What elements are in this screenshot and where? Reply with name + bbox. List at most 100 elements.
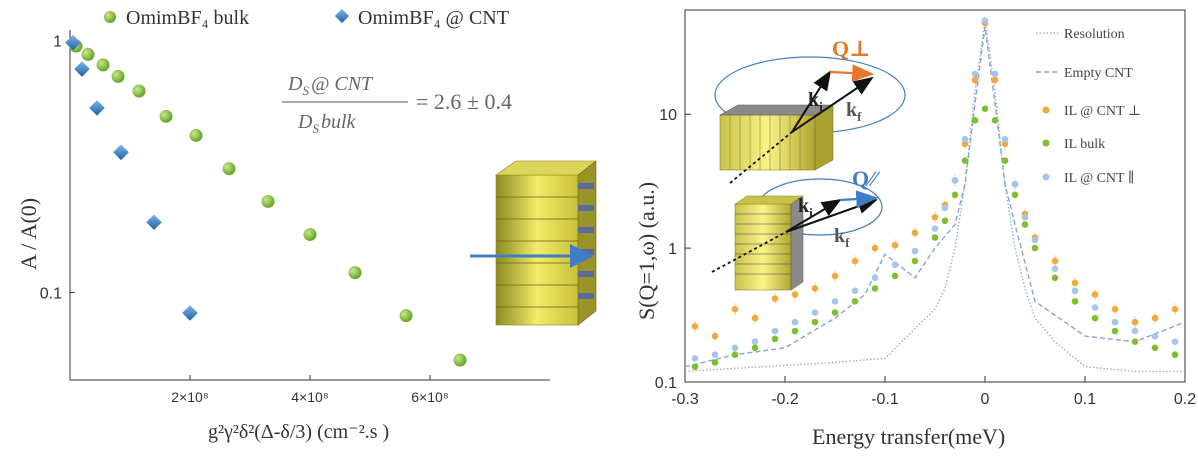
legend-right: Resolution Empty CNT IL @ CNT ⊥ IL bulk … (1036, 27, 1141, 186)
perp-point (911, 229, 919, 237)
q-perp-arrow (829, 64, 875, 82)
ilbulk-point (791, 327, 799, 335)
ilbulk-point (991, 117, 999, 124)
legend-par-label: IL @ CNT ∥ (1064, 170, 1134, 186)
par-point (751, 338, 759, 345)
ki-arrow-perp (791, 70, 832, 133)
ilbulk-point (751, 344, 759, 352)
bulk-point (399, 309, 413, 323)
ilbulk-point (831, 309, 839, 316)
ratio-num-rest: @ CNT (311, 73, 374, 95)
par-point (811, 309, 819, 316)
kf-sub-par: f (845, 235, 850, 250)
right-y-tick-label: 1 (668, 241, 677, 258)
cnt-block-par (734, 195, 804, 291)
legend-bulk-label: OmimBF₄ bulk (126, 7, 249, 29)
right-x-tick-label: 0.2 (1174, 391, 1196, 408)
perp-point (811, 285, 819, 292)
q-par-label: Q∕∕ (852, 166, 881, 191)
ilbulk-point (981, 105, 989, 112)
perp-point (1151, 314, 1159, 322)
ilbulk-point (1171, 351, 1179, 358)
cnt-stack-illustration (470, 160, 597, 326)
par-point (731, 344, 739, 352)
par-point (991, 70, 999, 78)
ilbulk-point (941, 217, 949, 225)
legend-cnt-label: OmimBF₄ @ CNT (358, 7, 509, 29)
ilbulk-point (1021, 221, 1029, 228)
bulk-point (348, 266, 362, 280)
par-point (891, 261, 899, 269)
ilbulk-point (1091, 314, 1099, 322)
left-y-tick-label: 0.1 (40, 286, 62, 303)
perp-point (691, 323, 699, 330)
ratio-value: = 2.6 ± 0.4 (416, 89, 512, 114)
cnt-stack-image (495, 160, 597, 326)
svg-text:DS@ CNT: DS @ CNT (287, 73, 374, 98)
bulk-point (111, 69, 125, 83)
perp-point (851, 257, 859, 265)
ilbulk-point (691, 363, 699, 371)
bulk-point (159, 109, 173, 123)
ratio-num-d: D (287, 73, 303, 95)
perp-point (771, 295, 779, 302)
ilbulk-point (891, 272, 899, 280)
ki-label-perp: k (808, 89, 820, 111)
right-x-tick-label: 0 (981, 391, 990, 408)
bulk-point (189, 128, 203, 142)
par-point (1011, 180, 1019, 188)
par-point (1091, 304, 1099, 311)
ilbulk-point (1111, 327, 1119, 335)
right-y-tick-label: 10 (659, 107, 677, 124)
ilbulk-point (1031, 244, 1039, 252)
cnt-point (65, 34, 81, 51)
perp-point (731, 305, 739, 313)
bulk-point (81, 47, 95, 61)
bulk-point (222, 162, 236, 176)
perp-point (971, 76, 979, 84)
ilbulk-point (951, 191, 959, 199)
par-point (871, 274, 879, 282)
q-par-arrow (839, 190, 879, 208)
bulk-point (303, 227, 317, 241)
bulk-point (453, 353, 467, 367)
left-y-tick-label: 1 (53, 33, 62, 50)
ilbulk-point (911, 257, 919, 265)
legend-bulk-marker-right (1042, 139, 1050, 147)
perp-point (751, 314, 759, 322)
perp-point (711, 332, 719, 340)
ilbulk-point (1151, 344, 1159, 352)
left-y-axis-label: A / A(0) (16, 198, 41, 270)
left-x-tick-label: 6×10⁸ (411, 389, 449, 405)
legend-bulk-marker (104, 11, 116, 23)
perp-point (991, 76, 999, 84)
par-point (1131, 327, 1139, 335)
scattering-inset-par: Q∕∕ ki kf (711, 166, 883, 291)
par-point (1151, 332, 1159, 340)
par-point (691, 355, 699, 362)
perp-point (791, 291, 799, 298)
par-point (1171, 338, 1179, 345)
empty-cnt-line (684, 26, 1186, 368)
perp-point (961, 140, 969, 148)
right-x-tick-label: 0.1 (1074, 391, 1096, 408)
par-point (851, 287, 859, 295)
ilbulk-point (1051, 274, 1059, 282)
cnt-point (89, 100, 105, 116)
right-x-axis-label: Energy transfer(meV) (812, 424, 1005, 449)
svg-text:kf: kf (834, 225, 850, 250)
par-point (971, 70, 979, 78)
right-chart: -0.3 -0.2 -0.1 0 0.1 0.2 0.1 1 10 S(Q=1,ω) (a.u… (634, 9, 1196, 449)
cnt-point (182, 305, 198, 321)
perp-point (1091, 291, 1099, 298)
par-point (961, 135, 969, 143)
perp-point (1051, 257, 1059, 265)
ilbulk-point (1011, 191, 1019, 199)
legend-ilbulk-label: IL bulk (1064, 137, 1105, 152)
svg-text:ki: ki (798, 195, 813, 220)
perp-point (1001, 140, 1009, 148)
par-point (1001, 135, 1009, 143)
par-point (1071, 287, 1079, 295)
ki-sub-perp: i (819, 99, 823, 114)
